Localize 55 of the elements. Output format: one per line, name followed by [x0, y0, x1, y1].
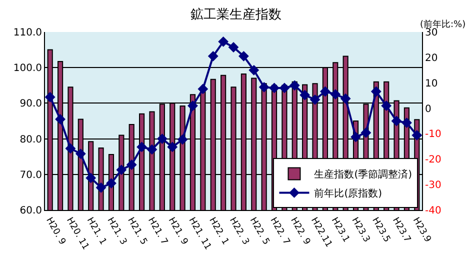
point — [360, 128, 372, 138]
point — [106, 178, 116, 188]
legend-label: 生産指数(季節調整済) — [314, 168, 412, 181]
chart-title: 鉱工業生産指数 — [190, 6, 282, 22]
point — [279, 82, 290, 94]
point — [45, 92, 56, 102]
y-tick-label: 110.0 — [13, 28, 42, 38]
point — [136, 142, 147, 152]
point — [248, 64, 260, 76]
point — [188, 100, 198, 111]
point — [75, 148, 86, 159]
point — [116, 164, 127, 176]
point — [300, 90, 310, 100]
y2-tick-label: -10 — [425, 129, 442, 140]
point — [320, 86, 330, 97]
y2-tick-label: -30 — [425, 180, 442, 192]
y2-tick-label: -20 — [425, 154, 442, 166]
point — [310, 94, 320, 105]
point — [289, 80, 300, 91]
point — [370, 86, 382, 97]
point — [156, 134, 168, 144]
point — [381, 100, 392, 111]
y2-axis-title: (前年比:%) — [420, 19, 466, 30]
y-tick-label: 100.0 — [13, 63, 42, 74]
point — [340, 93, 351, 104]
point — [126, 160, 137, 170]
point — [96, 182, 106, 193]
point — [238, 50, 249, 62]
point — [330, 89, 341, 100]
y-tick-label: 90.0 — [20, 98, 42, 110]
y-tick-label: 70.0 — [20, 170, 42, 181]
point — [55, 114, 66, 124]
point — [167, 142, 178, 152]
point — [402, 118, 412, 128]
y2-tick-label: 30 — [425, 28, 438, 38]
y2-tick-label: 10 — [425, 78, 438, 90]
point — [258, 82, 270, 92]
legend-label: 前年比(原指数) — [314, 188, 382, 200]
point — [208, 50, 218, 62]
point — [86, 172, 96, 184]
y-tick-label: 60.0 — [20, 206, 42, 216]
point — [198, 84, 208, 94]
point — [228, 42, 239, 52]
point — [218, 36, 229, 47]
point — [350, 132, 361, 142]
point — [65, 143, 76, 154]
y2-tick-label: 20 — [425, 52, 438, 64]
y2-tick-label: 0 — [425, 104, 432, 115]
point — [177, 134, 188, 145]
point — [412, 130, 422, 140]
y-tick-label: 80.0 — [20, 134, 42, 146]
point — [146, 144, 158, 155]
y2-tick-label: -40 — [425, 206, 442, 216]
point — [391, 116, 402, 126]
point — [269, 82, 280, 94]
